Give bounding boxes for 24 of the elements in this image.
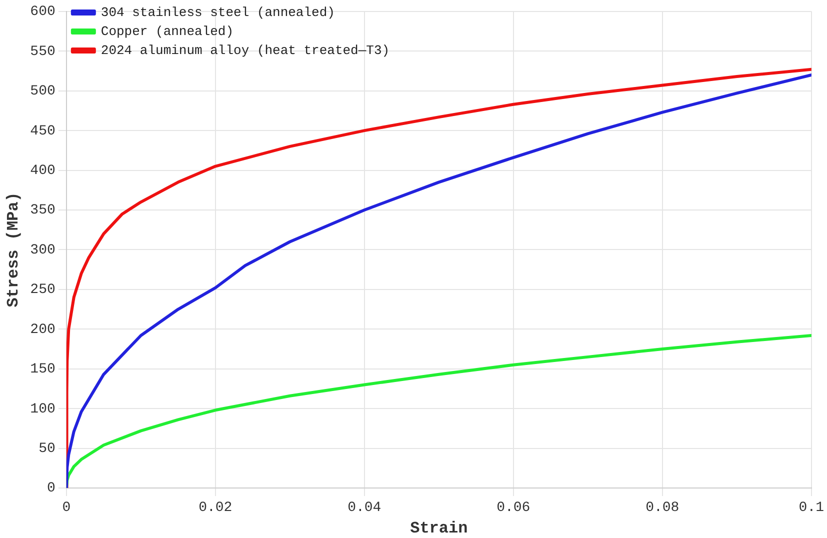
- y-tick-label: 250: [30, 282, 56, 298]
- x-axis-title: Strain: [410, 519, 468, 538]
- legend-label: 304 stainless steel (annealed): [100, 4, 335, 20]
- x-tick-label: 0.02: [198, 500, 232, 516]
- x-tick-label: 0.1: [798, 500, 824, 516]
- y-tick-label: 150: [30, 362, 56, 378]
- x-tick-label: 0: [62, 500, 71, 516]
- y-tick-label: 100: [30, 401, 56, 418]
- x-tick-label: 0.08: [646, 500, 680, 516]
- y-tick-label: 400: [30, 162, 56, 179]
- y-tick-label: 450: [30, 123, 56, 140]
- y-tick-label: 200: [30, 322, 56, 338]
- y-tick-label: 600: [30, 4, 56, 20]
- legend-label: 2024 aluminum alloy (heat treated—T3): [100, 42, 390, 58]
- y-axis-title: Stress (MPa): [4, 192, 23, 308]
- y-tick-label: 0: [47, 480, 56, 497]
- x-tick-label: 0.04: [348, 500, 382, 516]
- y-tick-label: 300: [30, 242, 56, 258]
- x-tick-label: 0.06: [496, 500, 530, 516]
- y-tick-label: 550: [30, 44, 56, 60]
- legend-label: Copper (annealed): [100, 24, 234, 39]
- y-tick-label: 350: [30, 202, 56, 219]
- y-tick-label: 50: [38, 440, 56, 457]
- y-tick-label: 500: [30, 84, 56, 100]
